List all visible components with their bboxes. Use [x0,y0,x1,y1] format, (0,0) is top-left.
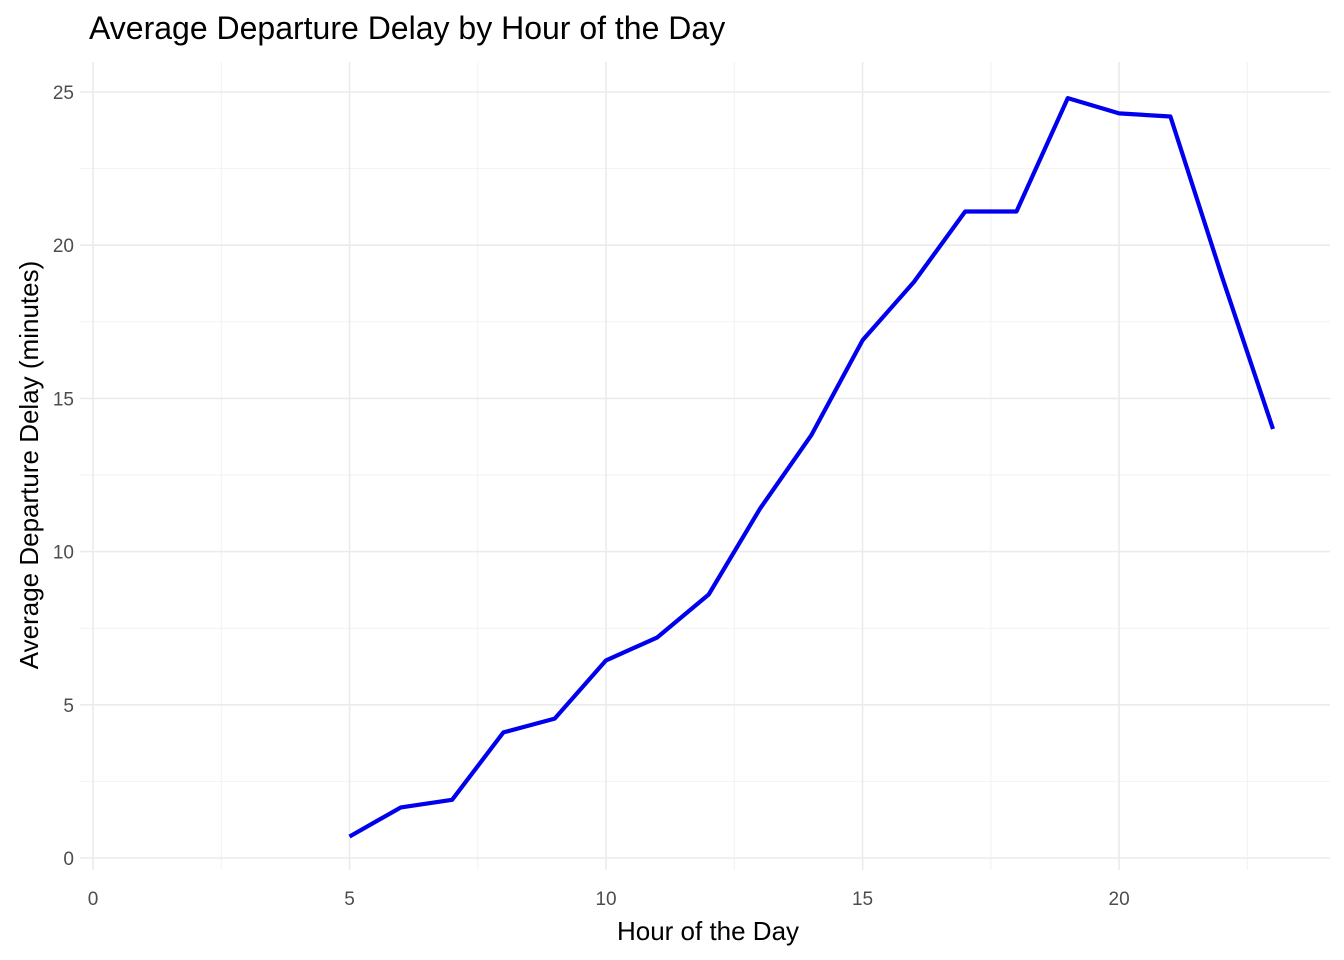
chart-title: Average Departure Delay by Hour of the D… [89,10,726,46]
y-tick-label: 5 [63,696,74,717]
x-tick-label: 10 [595,889,616,910]
x-tick-label: 20 [1109,889,1130,910]
x-axis-ticks: 0 5 10 15 20 [88,889,1130,910]
delay-series-line [348,95,1275,839]
y-tick-label: 10 [53,543,74,564]
x-axis-title: Hour of the Day [617,916,799,946]
y-tick-label: 20 [53,236,74,257]
series-layer [348,95,1275,839]
y-axis-title: Average Departure Delay (minutes) [14,261,44,669]
y-tick-label: 15 [53,389,74,410]
x-tick-label: 0 [88,889,99,910]
x-tick-label: 15 [852,889,873,910]
y-tick-label: 0 [63,849,74,870]
minor-gridlines [80,62,1330,870]
x-tick-label: 5 [344,889,355,910]
major-gridlines [80,62,1330,870]
y-tick-label: 25 [53,83,74,104]
y-axis-ticks: 0 5 10 15 20 25 [53,83,74,870]
